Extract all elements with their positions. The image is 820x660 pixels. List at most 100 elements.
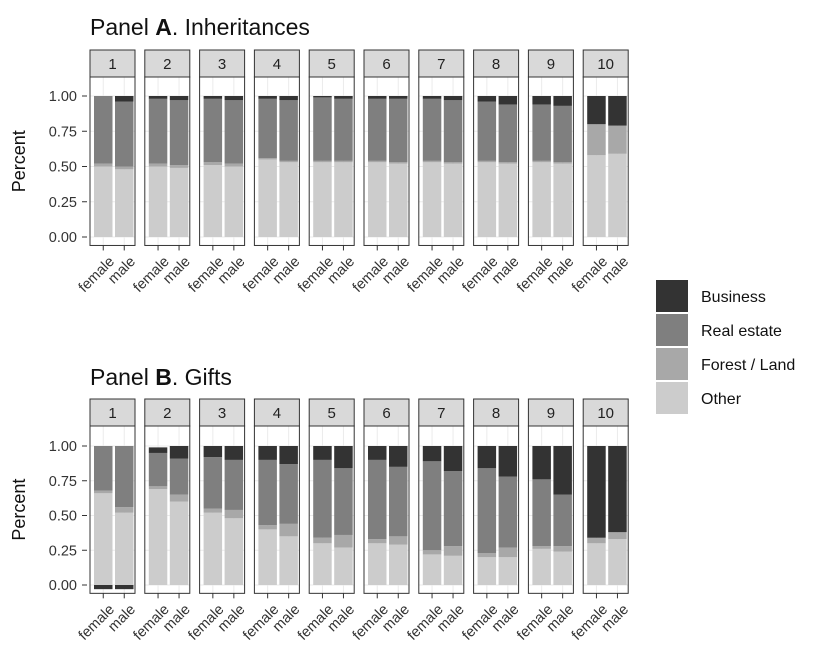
facet-strip	[527, 398, 574, 427]
bar-real-estate-female	[532, 104, 551, 161]
y-axis-label: Percent	[9, 479, 29, 541]
bar-real-estate-male	[224, 100, 244, 164]
bar-business-male	[389, 446, 408, 467]
bar-other-female	[258, 529, 277, 585]
y-tick-label: 0.00	[49, 578, 77, 594]
facet-label: 3	[218, 405, 226, 422]
bar-business-female	[258, 446, 277, 460]
y-tick-label: 1.00	[49, 89, 77, 105]
bar-real-estate-male	[224, 459, 244, 510]
bar-real-estate-female	[313, 97, 332, 161]
bar-forest-land-male	[608, 532, 627, 540]
bar-real-estate-male	[553, 494, 572, 547]
bar-other-male	[553, 163, 572, 237]
bar-real-estate-female	[94, 96, 113, 164]
facet-strip	[253, 398, 300, 427]
bar-business-male	[115, 96, 134, 102]
legend-item: Business	[656, 280, 766, 312]
bar-other-female	[94, 493, 113, 585]
bar-forest-land-female	[203, 162, 223, 166]
bar-business-female	[532, 96, 551, 105]
facet-label: 9	[547, 56, 555, 73]
bar-real-estate-female	[313, 459, 332, 538]
facet-strip	[473, 49, 520, 78]
facet-strip	[527, 49, 574, 78]
facet-strip	[308, 398, 355, 427]
bar-forest-land-male	[115, 166, 134, 170]
bar-business-female	[313, 96, 332, 98]
bar-forest-land-male	[389, 162, 408, 164]
legend-item: Forest / Land	[656, 348, 795, 380]
facet-border	[418, 76, 465, 246]
facet-label: 2	[163, 56, 171, 73]
facet-strip	[418, 49, 465, 78]
bar-real-estate-male	[389, 466, 408, 537]
bar-business-female	[587, 96, 606, 125]
bar-other-female	[203, 165, 223, 237]
bar-forest-land-male	[115, 507, 134, 513]
panel-a: Panel A. Inheritances Percent 0.00 0.25 0.50…	[9, 14, 632, 296]
facet-label: 4	[273, 56, 281, 73]
bar-other-female	[94, 166, 113, 237]
facet-border	[473, 76, 520, 246]
bar-business-male	[389, 96, 408, 99]
facet-border	[582, 76, 629, 246]
bar-forest-land-female	[94, 163, 113, 167]
bar-forest-land-male	[553, 546, 572, 552]
legend-label: Other	[701, 391, 742, 408]
bar-real-estate-female	[258, 98, 277, 159]
bar-forest-land-female	[368, 160, 387, 163]
bar-other-male	[224, 166, 244, 237]
facet-border	[418, 425, 465, 594]
facet-border	[473, 425, 520, 594]
bar-forest-land-female	[477, 553, 497, 558]
bar-real-estate-male	[498, 476, 518, 548]
bar-forest-land-male	[443, 162, 463, 164]
legend-item: Other	[656, 382, 742, 414]
bar-business-male	[498, 96, 518, 105]
bar-other-male	[169, 167, 189, 237]
facet-strip	[89, 398, 136, 427]
bar-real-estate-female	[477, 101, 497, 161]
facet-label: 9	[547, 405, 555, 422]
bar-forest-land-male	[224, 509, 244, 519]
bar-real-estate-male	[169, 458, 189, 495]
bar-real-estate-male	[443, 471, 463, 547]
bar-business-female	[148, 96, 168, 99]
legend-item: Real estate	[656, 314, 782, 346]
bar-forest-land-female	[532, 546, 551, 549]
facet-label: 7	[437, 56, 445, 73]
bar-real-estate-female	[94, 446, 113, 491]
bar-forest-land-male	[553, 162, 572, 164]
bar-real-estate-female	[368, 459, 387, 540]
bar-business-male	[224, 96, 244, 101]
facet-label: 10	[597, 405, 614, 422]
bar-business-male	[279, 96, 298, 101]
facet-label: 3	[218, 56, 226, 73]
bar-other-female	[148, 166, 168, 237]
bar-other-male	[169, 501, 189, 585]
bar-forest-land-female	[477, 160, 497, 163]
bar-real-estate-male	[279, 100, 298, 161]
bar-other-male	[443, 163, 463, 237]
facet-label: 1	[108, 405, 116, 422]
bar-real-estate-male	[389, 98, 408, 163]
legend-swatch	[656, 382, 688, 414]
bar-forest-land-female	[94, 490, 113, 494]
bar-forest-land-male	[608, 125, 627, 154]
bar-real-estate-female	[203, 98, 223, 163]
bar-other-male	[498, 163, 518, 237]
bar-real-estate-male	[553, 105, 572, 163]
bar-business-male	[334, 96, 353, 99]
bar-forest-land-female	[258, 158, 277, 160]
facet-border	[253, 76, 300, 246]
bar-business-male	[279, 446, 298, 465]
bar-real-estate-female	[422, 98, 442, 161]
bar-forest-land-female	[422, 160, 442, 163]
facet-border	[527, 425, 574, 594]
